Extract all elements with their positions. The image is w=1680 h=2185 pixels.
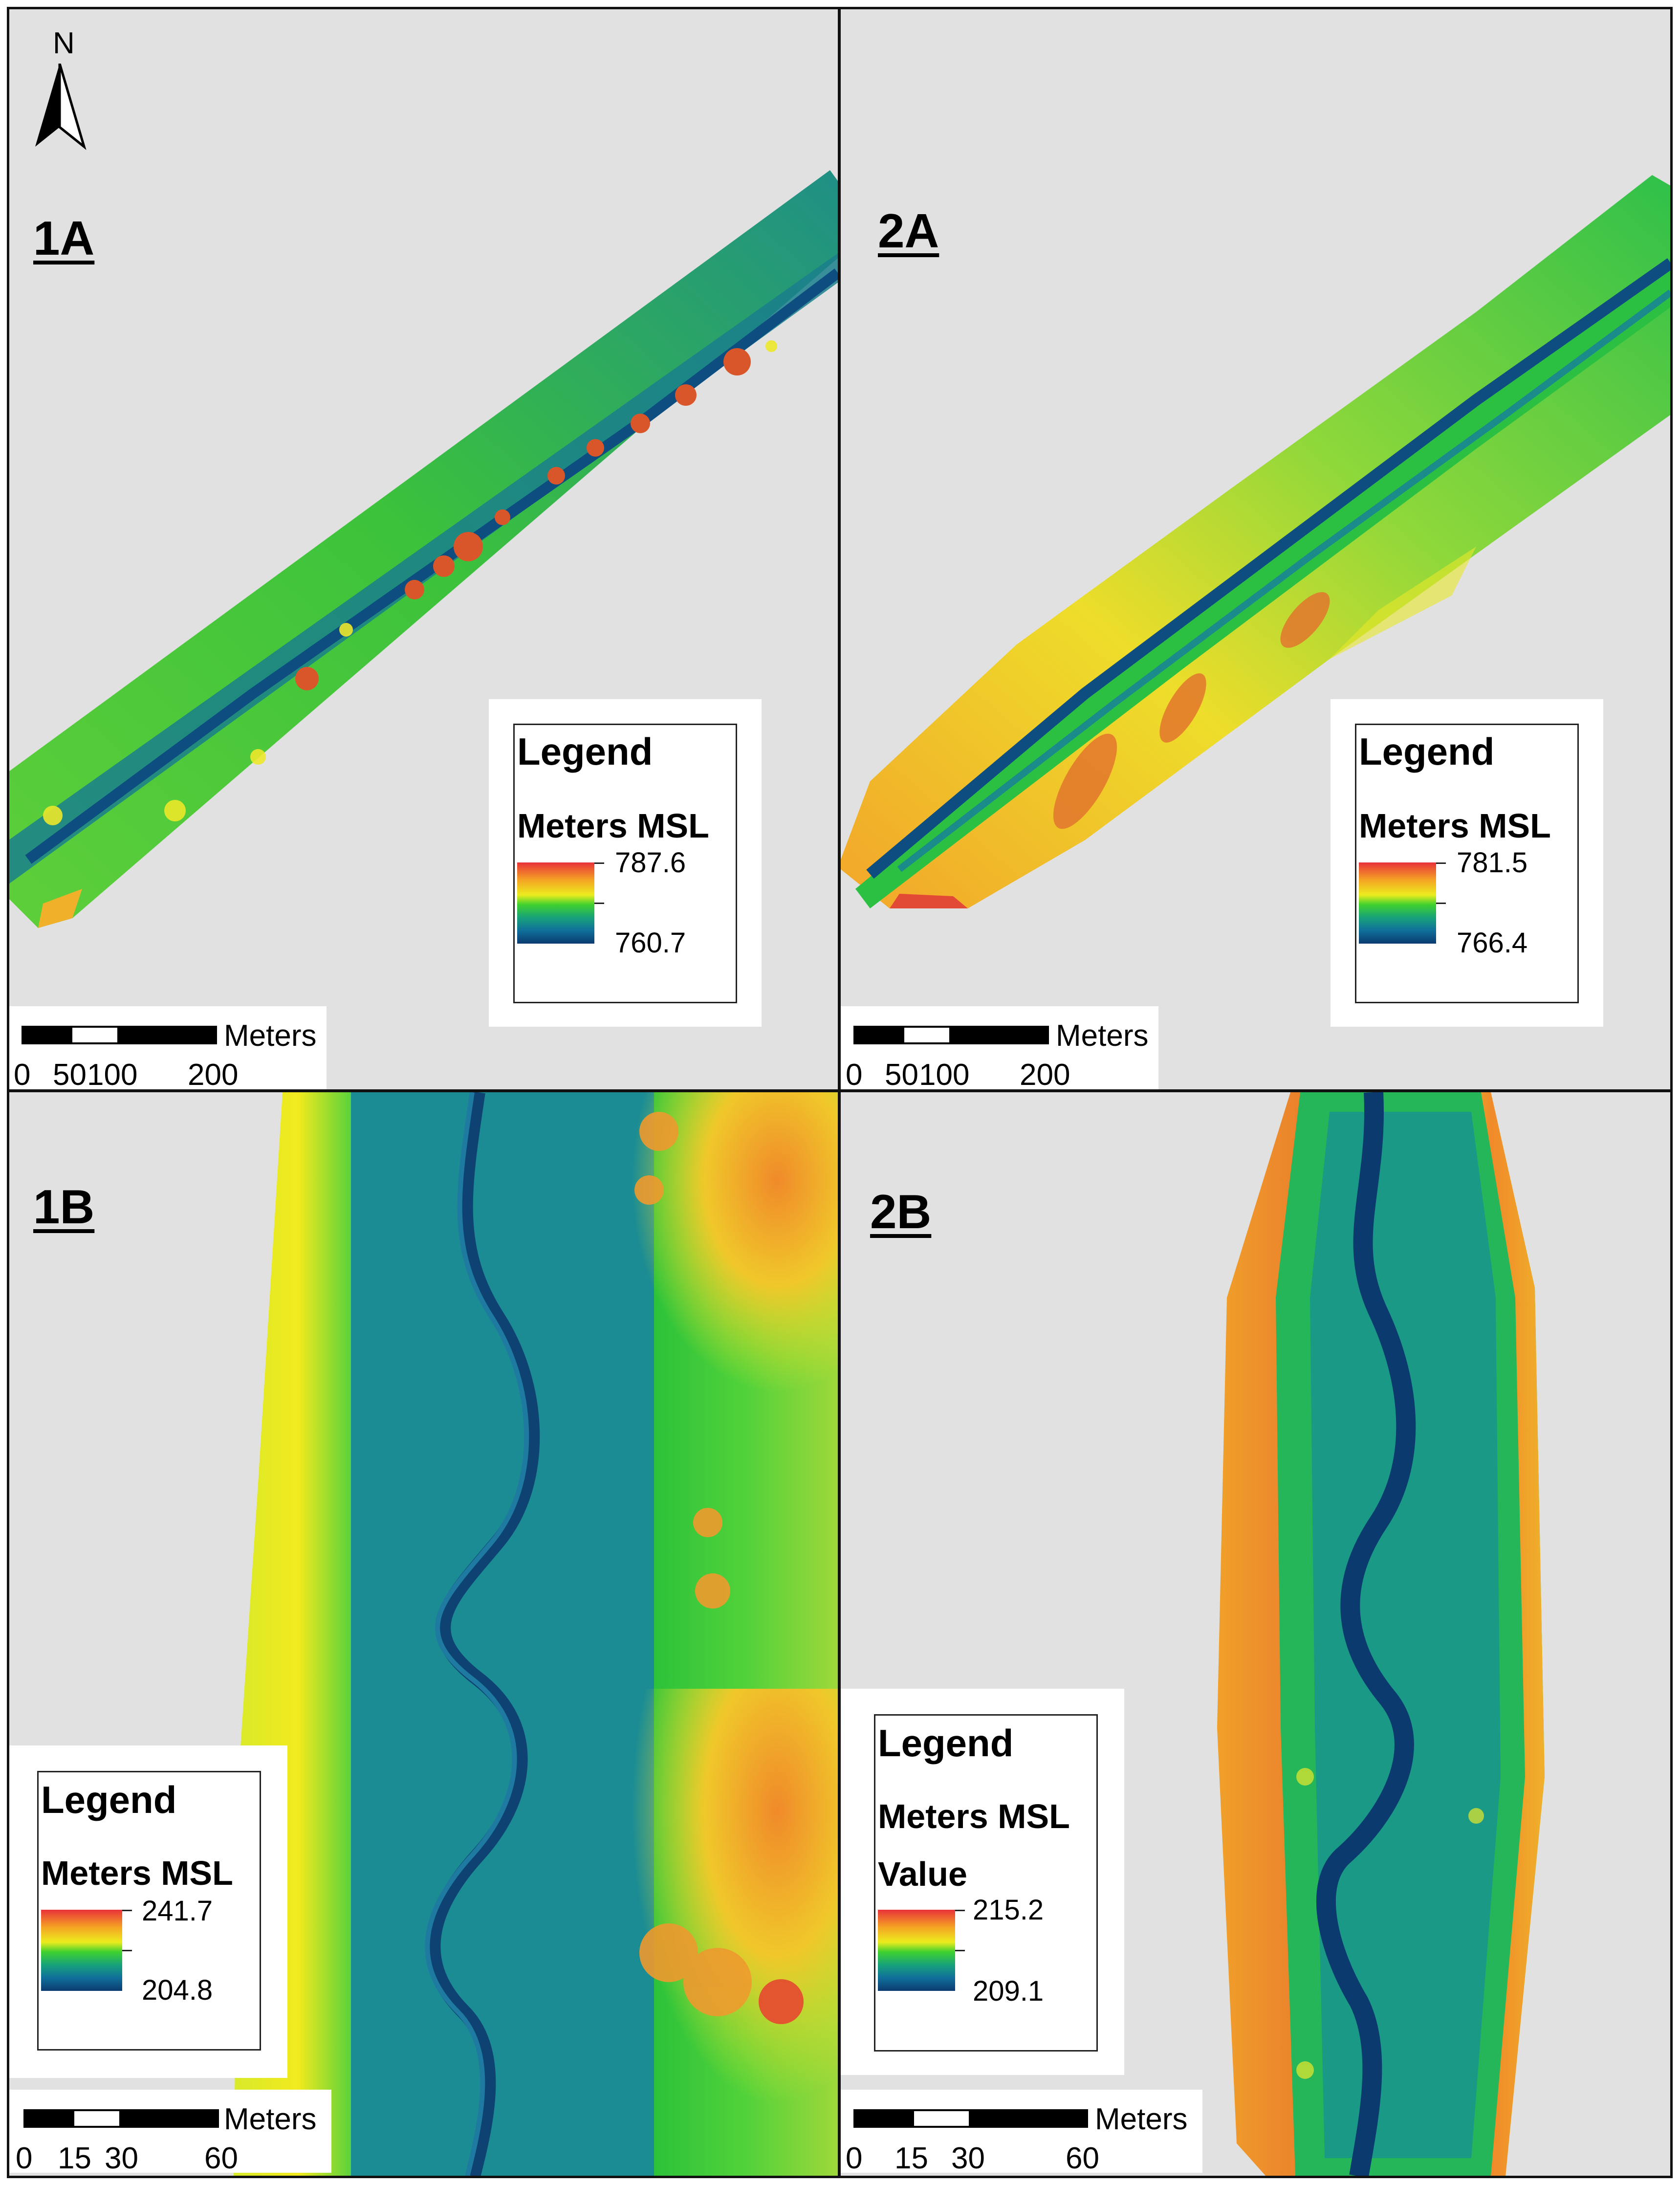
- scale-tick-label: 0: [14, 1058, 31, 1090]
- scale-tick-label: 60: [204, 2141, 238, 2175]
- legend-tick: [1436, 903, 1446, 904]
- legend-frame: [874, 1714, 1098, 2052]
- frame-left: [7, 7, 9, 2178]
- elevation-raster-1a: [9, 170, 838, 928]
- scale-tick-label: 100: [87, 1058, 138, 1090]
- legend-title: Legend: [1359, 730, 1495, 773]
- scale-unit: Meters: [1056, 1019, 1149, 1053]
- scale-tick-label: 60: [1066, 2141, 1099, 2175]
- scale-segment: [22, 1026, 70, 1044]
- scale-segment: [912, 2109, 971, 2128]
- scale-bar-2a: Meters 0 50 100 200: [841, 1006, 1158, 1089]
- panel-label-2b: 2B: [870, 1185, 932, 1238]
- scale-segment: [70, 1026, 119, 1044]
- scale-segment: [121, 2109, 219, 2128]
- legend-title: Legend: [41, 1778, 177, 1821]
- legend-tick: [955, 1910, 965, 1911]
- scale-segment: [971, 2109, 1088, 2128]
- panel-label-1b: 1B: [33, 1180, 95, 1234]
- legend-tick: [594, 903, 604, 904]
- legend-max-value: 787.6: [615, 847, 686, 879]
- north-arrow: N: [32, 28, 101, 175]
- legend-max-value: 781.5: [1457, 847, 1528, 879]
- legend-title: Legend: [517, 730, 653, 773]
- legend-tick: [594, 862, 604, 864]
- panel-label-1a: 1A: [33, 211, 95, 265]
- legend-field: Value: [878, 1855, 967, 1893]
- map-panel-1b: 1B Legend Meters MSL 241.7 204.8 Meters …: [9, 1092, 838, 2176]
- elevation-raster-2a: [841, 175, 1671, 908]
- legend-color-ramp: [41, 1910, 122, 1991]
- legend-min-value: 766.4: [1457, 927, 1528, 959]
- legend-max-value: 241.7: [142, 1895, 213, 1927]
- legend-tick: [955, 1950, 965, 1951]
- legend-color-ramp: [878, 1910, 955, 1991]
- scale-tick-label: 200: [188, 1058, 239, 1090]
- legend-min-value: 760.7: [615, 927, 686, 959]
- legend-min-value: 209.1: [973, 1975, 1044, 2007]
- frame-horizontal-divider: [7, 1089, 1673, 1092]
- scale-segment: [119, 1026, 217, 1044]
- scale-tick-label: 0: [846, 1058, 863, 1090]
- scale-bar-1b: Meters 0 15 30 60: [9, 2090, 331, 2175]
- legend-unit: Meters MSL: [517, 807, 709, 845]
- legend-tick: [1436, 862, 1446, 864]
- legend-1b: Legend Meters MSL 241.7 204.8: [9, 1745, 287, 2078]
- scale-segment: [23, 2109, 72, 2128]
- legend-unit: Meters MSL: [41, 1854, 233, 1892]
- legend-2b: Legend Meters MSL Value 215.2 209.1: [841, 1689, 1124, 2075]
- legend-unit: Meters MSL: [1359, 807, 1551, 845]
- legend-tick: [122, 1910, 132, 1911]
- scale-unit: Meters: [224, 2102, 317, 2136]
- legend-tick: [122, 1950, 132, 1951]
- legend-title: Legend: [878, 1722, 1014, 1765]
- legend-1a: Legend Meters MSL 787.6 760.7: [489, 699, 762, 1027]
- elevation-raster-1b: [234, 1092, 838, 2176]
- legend-min-value: 204.8: [142, 1974, 213, 2006]
- scale-tick-label: 30: [105, 2141, 138, 2175]
- legend-max-value: 215.2: [973, 1894, 1044, 1926]
- scale-unit: Meters: [1095, 2102, 1188, 2136]
- scale-tick-label: 50: [885, 1058, 918, 1090]
- scale-unit: Meters: [224, 1019, 317, 1053]
- scale-tick-label: 0: [846, 2141, 863, 2175]
- scale-segment: [72, 2109, 121, 2128]
- scale-tick-label: 50: [53, 1058, 87, 1090]
- scale-tick-label: 15: [895, 2141, 928, 2175]
- north-arrow-label: N: [53, 26, 75, 60]
- map-panel-2b: 2B Legend Meters MSL Value 215.2 209.1 M…: [841, 1092, 1671, 2176]
- frame-vertical-divider: [838, 7, 841, 2178]
- map-panel-1a: N 1A Legend Meters MSL 787.6 760.7 Meter…: [9, 9, 838, 1089]
- scale-tick-label: 100: [919, 1058, 970, 1090]
- panel-label-2a: 2A: [878, 204, 939, 258]
- scale-tick-label: 30: [951, 2141, 985, 2175]
- legend-unit: Meters MSL: [878, 1797, 1070, 1835]
- scale-tick-label: 0: [16, 2141, 33, 2175]
- scale-tick-label: 200: [1020, 1058, 1070, 1090]
- elevation-raster-2b: [1217, 1092, 1545, 2176]
- scale-segment: [902, 1026, 951, 1044]
- north-arrow-icon: [35, 64, 87, 150]
- scale-segment: [951, 1026, 1049, 1044]
- legend-color-ramp: [1359, 862, 1436, 944]
- legend-color-ramp: [517, 862, 594, 944]
- scale-segment: [853, 2109, 912, 2128]
- frame-right: [1670, 7, 1673, 2178]
- scale-tick-label: 15: [58, 2141, 91, 2175]
- scale-bar-2b: Meters 0 15 30 60: [841, 2090, 1202, 2175]
- map-panel-2a: 2A Legend Meters MSL 781.5 766.4 Meters …: [841, 9, 1671, 1089]
- legend-2a: Legend Meters MSL 781.5 766.4: [1331, 699, 1603, 1027]
- scale-segment: [853, 1026, 902, 1044]
- scale-bar-1a: Meters 0 50 100 200: [9, 1006, 327, 1089]
